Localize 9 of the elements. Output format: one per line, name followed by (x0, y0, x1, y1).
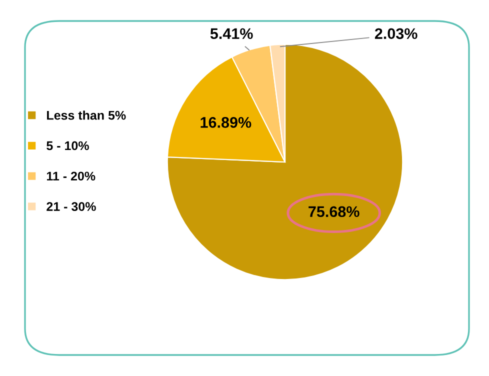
data-label: 2.03% (374, 28, 418, 40)
pie-slice (166, 44, 404, 280)
data-label: 16.89% (200, 117, 252, 128)
legend-label: Less than 5% (47, 110, 126, 120)
legend-label: 11 - 20% (46, 172, 96, 181)
data-label: 5.41% (210, 28, 253, 40)
legend-label: 5 - 10% (46, 141, 89, 150)
legend-label: 21 - 30% (46, 202, 96, 211)
data-label: 75.68% (308, 206, 360, 218)
